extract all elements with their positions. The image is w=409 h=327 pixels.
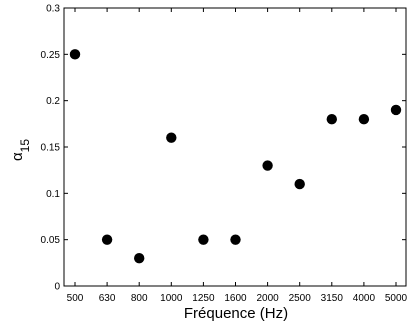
- x-axis-title: Fréquence (Hz): [184, 305, 288, 322]
- x-tick-label: 5000: [385, 293, 408, 304]
- data-point: [230, 234, 241, 245]
- y-axis-title-subscript: 15: [18, 139, 32, 153]
- x-tick-label: 3150: [321, 293, 344, 304]
- data-point: [326, 114, 337, 125]
- y-tick-label: 0: [54, 282, 60, 293]
- x-tick-label: 4000: [353, 293, 376, 304]
- data-point: [134, 253, 145, 264]
- y-tick-label: 0.2: [46, 96, 60, 107]
- data-points: [69, 49, 402, 264]
- y-tick-label: 0.1: [46, 189, 60, 200]
- x-tick-label: 800: [131, 293, 148, 304]
- x-tick-label: 1600: [224, 293, 247, 304]
- data-point: [294, 178, 305, 190]
- x-tick-label: 630: [99, 293, 116, 304]
- data-point: [69, 49, 81, 60]
- y-axis-title: α15: [9, 139, 32, 161]
- data-point: [390, 104, 402, 116]
- y-tick-label: 0.15: [41, 143, 61, 154]
- data-point: [101, 234, 113, 245]
- data-point: [166, 132, 177, 143]
- x-tick-label: 500: [67, 293, 84, 304]
- y-tick-label: 0.3: [46, 4, 60, 15]
- x-tick-label: 2000: [256, 293, 279, 304]
- x-tick-label: 1250: [192, 293, 215, 304]
- x-tick-label: 1000: [160, 293, 183, 304]
- data-point: [358, 114, 370, 125]
- y-tick-label: 0.25: [41, 50, 61, 61]
- y-axis-title-symbol: α: [9, 152, 26, 161]
- ticks: 0 0.05 0.1 0.15 0.2 0.25 0.3 500 630 800 1000 1250 1…: [41, 4, 408, 305]
- data-point: [262, 160, 273, 171]
- y-tick-label: 0.05: [41, 235, 61, 246]
- x-tick-label: 2500: [289, 293, 312, 304]
- data-point: [198, 234, 209, 245]
